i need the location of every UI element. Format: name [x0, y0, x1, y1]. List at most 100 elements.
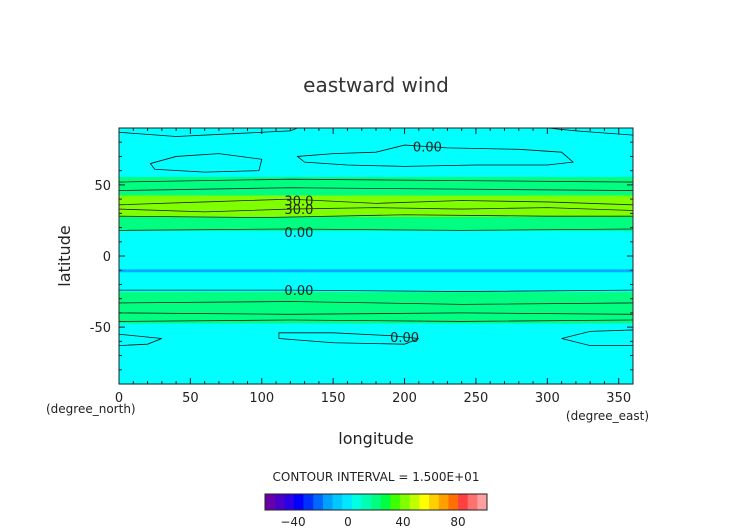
- heat-band: [119, 302, 633, 305]
- contour-label: 30.0: [284, 195, 313, 210]
- heat-band: [119, 253, 633, 256]
- heat-band: [119, 355, 633, 358]
- colorbar-swatch: [477, 494, 488, 510]
- heat-band: [119, 365, 633, 368]
- colorbar-tick-label: 40: [395, 515, 410, 529]
- heat-band: [119, 199, 633, 202]
- heat-band: [119, 332, 633, 335]
- colorbar-swatch: [458, 494, 468, 510]
- heat-band: [119, 369, 633, 372]
- colorbar-swatch: [467, 494, 478, 510]
- colorbar-swatch: [332, 494, 343, 510]
- heat-band: [119, 223, 633, 226]
- heat-band: [119, 251, 633, 254]
- heat-band: [119, 204, 633, 207]
- heat-band: [119, 281, 633, 284]
- heat-band: [119, 351, 633, 354]
- chart-title: eastward wind: [303, 73, 449, 97]
- heat-band: [119, 368, 633, 371]
- heat-band: [119, 284, 633, 287]
- x-tick-label: 350: [606, 391, 631, 406]
- heat-band: [119, 234, 633, 237]
- heat-band: [119, 264, 633, 267]
- heat-band: [119, 270, 633, 273]
- heat-band: [119, 214, 633, 217]
- heat-band: [119, 174, 633, 177]
- colorbar-swatch: [371, 494, 382, 510]
- heat-band: [119, 268, 633, 271]
- heat-band: [119, 193, 633, 196]
- x-tick-label: 150: [321, 391, 346, 406]
- x-tick-label: 0: [115, 391, 123, 406]
- heat-band: [119, 233, 633, 236]
- heat-band: [119, 219, 633, 222]
- x-tick-label: 100: [249, 391, 274, 406]
- heat-band: [119, 136, 633, 139]
- heat-band: [119, 240, 633, 243]
- colorbar-swatch: [284, 494, 295, 510]
- colorbar-swatch: [400, 494, 411, 510]
- heat-band: [119, 361, 633, 364]
- contour-label: 0.00: [284, 284, 313, 299]
- heat-band: [119, 206, 633, 209]
- heat-band: [119, 372, 633, 375]
- heat-band: [119, 327, 633, 330]
- plot-area: 0.00 30.030.0 0.00 0.00 0.00: [118, 127, 634, 385]
- heat-band: [119, 376, 633, 379]
- heat-band: [119, 311, 633, 314]
- contour-line: [118, 214, 633, 219]
- heat-band: [119, 226, 633, 229]
- contour-line: [118, 319, 634, 322]
- heat-band: [119, 283, 633, 286]
- heat-band: [119, 258, 633, 261]
- heat-band: [119, 291, 633, 294]
- heat-band: [119, 271, 633, 274]
- heat-band: [119, 189, 633, 192]
- contour-label: 0.00: [390, 331, 419, 346]
- heat-band: [119, 246, 633, 249]
- heat-band: [119, 318, 633, 321]
- heat-band: [119, 203, 633, 206]
- heat-band: [119, 248, 633, 251]
- heat-band: [119, 180, 633, 183]
- heat-band: [119, 349, 633, 352]
- heat-band: [119, 354, 633, 357]
- heat-band: [119, 197, 633, 200]
- heat-band: [119, 308, 633, 311]
- contour-line: [118, 312, 634, 315]
- heat-band: [119, 324, 633, 327]
- contour-line: [119, 289, 634, 292]
- contour-interval-text: CONTOUR INTERVAL = 1.500E+01: [273, 470, 480, 484]
- heat-band: [119, 135, 633, 138]
- heat-band: [119, 278, 633, 281]
- heat-band: [119, 207, 633, 210]
- y-axis-label: latitude: [55, 225, 74, 286]
- heat-band: [119, 295, 633, 298]
- heat-band: [119, 210, 633, 213]
- heat-band: [119, 147, 633, 150]
- heat-band: [119, 305, 633, 308]
- heat-band: [119, 347, 633, 350]
- heat-band: [119, 238, 633, 241]
- colorbar-swatch: [438, 494, 449, 510]
- heat-band: [119, 217, 633, 220]
- contour-line: [118, 187, 634, 191]
- heat-band: [119, 145, 633, 148]
- y-tick-label: -50: [90, 321, 111, 336]
- heat-band: [119, 146, 633, 149]
- heat-band: [119, 194, 633, 197]
- heat-band: [119, 294, 633, 297]
- heat-band: [119, 273, 633, 276]
- contour-line: [118, 198, 634, 206]
- heat-band: [119, 348, 633, 351]
- colorbar-swatch: [313, 494, 324, 510]
- heat-band: [119, 344, 633, 347]
- heat-band: [119, 263, 633, 266]
- colorbar-swatch: [351, 494, 362, 510]
- heat-band: [119, 288, 633, 291]
- contour-line: [118, 301, 634, 305]
- heat-band: [119, 280, 633, 283]
- heat-band: [119, 241, 633, 244]
- colorbar-swatch: [419, 494, 430, 510]
- heat-band: [119, 132, 633, 135]
